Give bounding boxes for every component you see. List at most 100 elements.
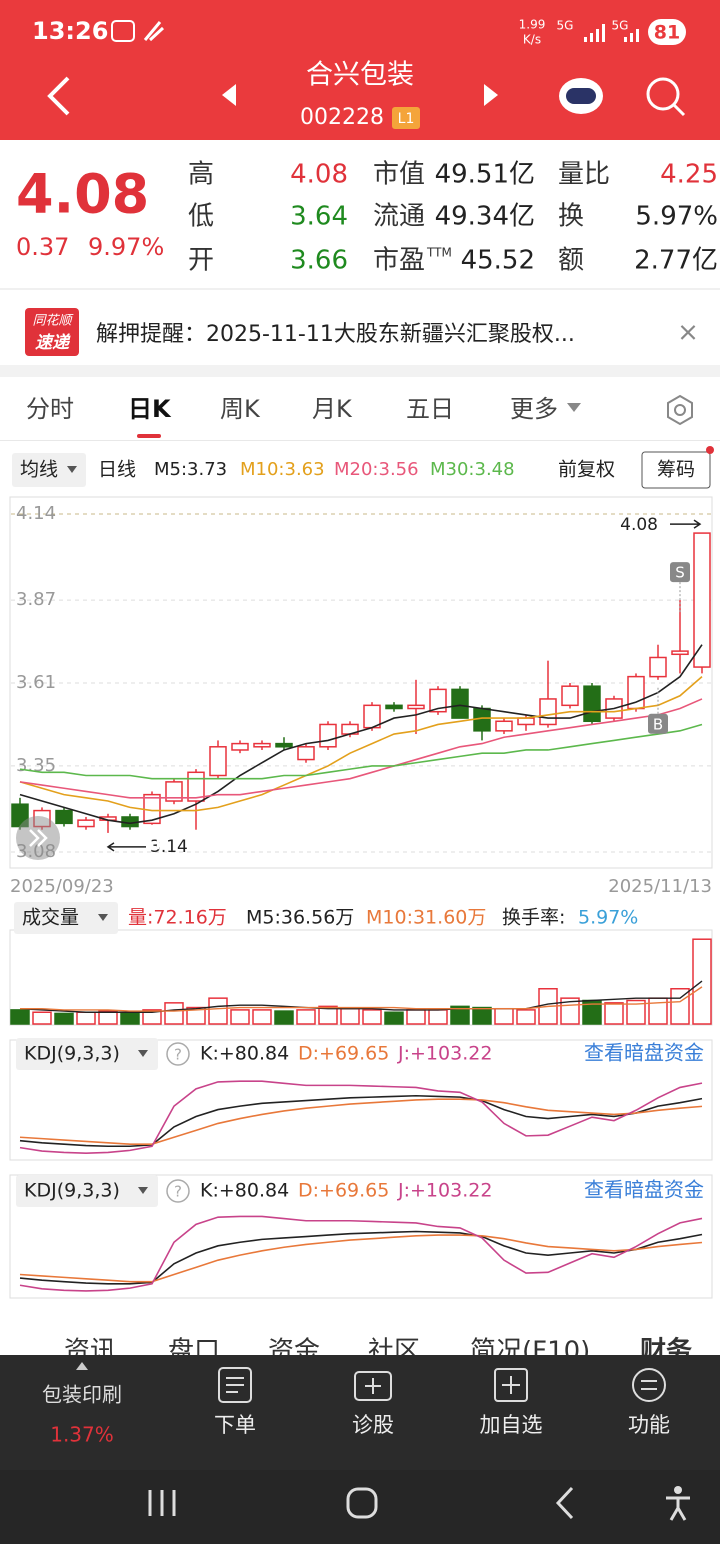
candle-body bbox=[451, 688, 469, 719]
dropdown-arrow bbox=[138, 1050, 148, 1057]
order-lines bbox=[226, 1377, 244, 1393]
ma-legend: M10:3.63 bbox=[240, 459, 325, 480]
nav-accessibility[interactable] bbox=[674, 1486, 682, 1494]
quote-label: 开 bbox=[188, 246, 214, 276]
candle-body bbox=[297, 746, 315, 761]
candle-body bbox=[561, 685, 579, 707]
ma-line bbox=[19, 698, 703, 799]
volume-selector[interactable] bbox=[14, 902, 118, 934]
navbar-bg bbox=[0, 1470, 720, 1544]
red-dot bbox=[706, 446, 714, 454]
change: 0.37 bbox=[16, 233, 69, 261]
back-button[interactable] bbox=[47, 76, 70, 116]
ma-selector[interactable] bbox=[12, 453, 86, 487]
time: 13:26 bbox=[32, 17, 108, 45]
tab[interactable]: 更多 bbox=[510, 395, 558, 423]
toolbar-item[interactable]: 功能 bbox=[628, 1413, 670, 1437]
order-icon bbox=[218, 1367, 252, 1403]
toolbar-item[interactable]: 加自选 bbox=[480, 1413, 543, 1437]
kdj-selector[interactable] bbox=[16, 1175, 158, 1207]
turnover-label: 换手率: bbox=[502, 907, 565, 929]
network: 5G bbox=[612, 19, 629, 33]
volume-bar bbox=[626, 999, 646, 1025]
battery bbox=[648, 19, 686, 45]
volume-bar bbox=[54, 1012, 74, 1025]
candle-body bbox=[583, 685, 601, 723]
help-icon[interactable] bbox=[166, 1042, 190, 1066]
tab[interactable]: 五日 bbox=[406, 395, 454, 423]
tab[interactable]: 月K bbox=[312, 395, 353, 423]
watch-icon bbox=[494, 1368, 528, 1402]
ma-line bbox=[19, 644, 703, 825]
kdj-link[interactable]: 查看暗盘资金 bbox=[584, 1041, 704, 1065]
volume-bar bbox=[76, 1011, 96, 1025]
quote-value: 4.25 bbox=[660, 160, 718, 190]
tab[interactable]: 周K bbox=[220, 395, 261, 423]
kdj-legend: D:+69.65 bbox=[298, 1180, 389, 1202]
battery-level: 81 bbox=[654, 22, 680, 44]
sector-name[interactable]: 包装印刷 bbox=[42, 1383, 122, 1407]
candle-body bbox=[385, 704, 403, 710]
adjust[interactable]: 前复权 bbox=[558, 459, 615, 481]
kdj-legend: K:+80.84 bbox=[200, 1180, 289, 1202]
nav-home[interactable] bbox=[346, 1487, 378, 1519]
toolbar-item[interactable]: 诊股 bbox=[352, 1413, 394, 1437]
quote-label-sup: TTM bbox=[426, 246, 452, 260]
tab[interactable]: 分时 bbox=[26, 395, 74, 423]
volume-bar bbox=[120, 1011, 140, 1025]
quote-value: 49.51亿 bbox=[435, 160, 535, 190]
candle-body bbox=[55, 809, 73, 825]
kdj-legend: J:+103.22 bbox=[397, 1043, 492, 1065]
sector-change: 1.37% bbox=[50, 1423, 114, 1447]
change-pct: 9.97% bbox=[88, 233, 164, 261]
settings-dot bbox=[674, 404, 686, 416]
notice-text[interactable]: 解押提醒：2025-11-11大股东新疆兴汇聚股权... bbox=[96, 322, 575, 347]
quote-label: 市盈 bbox=[373, 246, 425, 276]
header-bg bbox=[0, 0, 720, 140]
nav-accessibility-body bbox=[666, 1496, 690, 1521]
ma-legend: M20:3.56 bbox=[334, 459, 419, 480]
ma-selector-text: 均线 bbox=[20, 459, 58, 481]
buy-marker bbox=[648, 713, 668, 734]
stock-name: 合兴包装 bbox=[306, 60, 414, 91]
nav-back[interactable] bbox=[555, 1486, 574, 1520]
nav-recent[interactable] bbox=[148, 1490, 176, 1516]
candle-body bbox=[539, 698, 557, 726]
chips-button[interactable] bbox=[641, 451, 711, 489]
kdj-line bbox=[19, 1215, 703, 1292]
volume-ma bbox=[19, 980, 703, 1013]
volume-title: 成交量 bbox=[22, 907, 79, 929]
divider bbox=[0, 288, 720, 290]
help-icon[interactable] bbox=[166, 1179, 190, 1203]
kdj-frame bbox=[9, 1039, 713, 1161]
volume-bar bbox=[450, 1005, 470, 1025]
price: 4.08 bbox=[16, 163, 149, 226]
signal bbox=[584, 24, 605, 42]
volume-bar bbox=[428, 1009, 448, 1025]
search-handle bbox=[672, 103, 686, 117]
tab[interactable]: 日K bbox=[128, 395, 172, 423]
volume-bar bbox=[208, 997, 228, 1025]
fullscreen[interactable] bbox=[143, 824, 160, 850]
settings-button[interactable] bbox=[667, 394, 693, 426]
expand-icon bbox=[29, 829, 48, 847]
quote-value: 3.66 bbox=[290, 246, 348, 276]
kdj-link[interactable]: 查看暗盘资金 bbox=[584, 1178, 704, 1202]
kdj-legend: J:+103.22 bbox=[397, 1180, 492, 1202]
buy-text: B bbox=[653, 715, 663, 733]
prev-stock[interactable] bbox=[222, 84, 236, 106]
toolbar-item[interactable]: 下单 bbox=[214, 1413, 256, 1437]
status-icon bbox=[111, 20, 135, 42]
candle-body bbox=[517, 717, 535, 726]
kdj-line bbox=[19, 1234, 703, 1283]
kdj-selector[interactable] bbox=[16, 1038, 158, 1070]
diagnose-plus bbox=[365, 1378, 381, 1394]
date-start: 2025/09/23 bbox=[10, 876, 114, 897]
signal bbox=[624, 29, 639, 42]
next-stock[interactable] bbox=[484, 84, 498, 106]
kdj-title: KDJ(9,3,3) bbox=[24, 1043, 120, 1065]
search-button[interactable] bbox=[646, 77, 680, 111]
notice-close[interactable]: × bbox=[677, 318, 699, 348]
volume-bar bbox=[32, 1011, 52, 1025]
kdj-title: KDJ(9,3,3) bbox=[24, 1180, 120, 1202]
